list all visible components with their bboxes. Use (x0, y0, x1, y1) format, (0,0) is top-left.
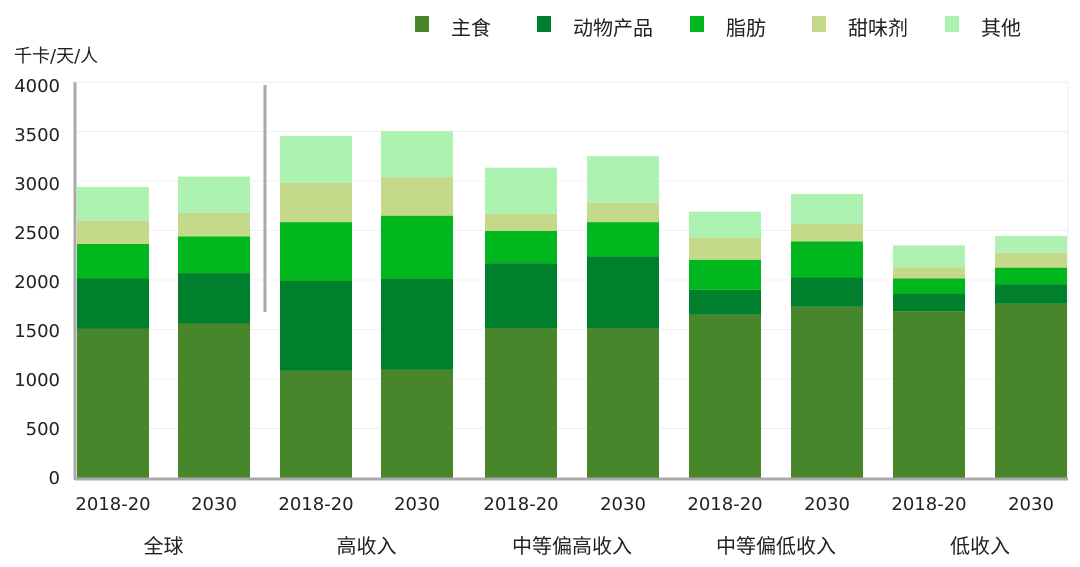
x-tick-label: 2030 (1008, 494, 1054, 515)
bar-segment (280, 135, 352, 183)
y-axis-label: 千卡/天/人 (14, 46, 98, 67)
bar-segment (791, 241, 863, 278)
bar-segment (893, 245, 965, 268)
bar-segment (791, 277, 863, 307)
y-tick-label: 0 (49, 468, 60, 489)
legend: 主食 动物产品 脂肪 甜味剂 其他 (415, 16, 1021, 40)
bar-segment (280, 182, 352, 223)
bar-segment (77, 220, 149, 244)
bars (77, 131, 1067, 478)
group-labels: 全球 高收入 中等偏高收入 中等偏低收入 低收入 (144, 534, 1011, 558)
legend-swatch (690, 16, 704, 32)
x-tick-label: 2030 (804, 494, 850, 515)
bar-segment (77, 243, 149, 279)
group-label: 中等偏低收入 (716, 534, 836, 558)
bar-segment (995, 303, 1067, 478)
y-tick-label: 4000 (14, 76, 60, 97)
bar-segment (893, 293, 965, 312)
bar-segment (280, 280, 352, 371)
bar-segment (485, 230, 557, 264)
legend-label: 动物产品 (573, 16, 653, 40)
bar-segment (381, 369, 453, 478)
bar-segment (178, 212, 250, 237)
legend-label: 脂肪 (726, 16, 766, 40)
bar-segment (280, 222, 352, 281)
group-label: 高收入 (337, 534, 397, 558)
y-tick-label: 1500 (14, 321, 60, 342)
bar-segment (178, 273, 250, 324)
legend-swatch (537, 16, 551, 32)
bar-segment (995, 235, 1067, 253)
bar-segment (587, 202, 659, 223)
bar-segment (178, 323, 250, 478)
legend-label: 主食 (451, 16, 491, 40)
y-tick-label: 500 (26, 419, 60, 440)
bar-segment (485, 263, 557, 329)
bar-segment (77, 328, 149, 478)
bar-segment (587, 156, 659, 203)
y-tick-label: 3000 (14, 174, 60, 195)
legend-label: 其他 (981, 16, 1021, 40)
x-tick-label: 2030 (600, 494, 646, 515)
bar-segment (791, 193, 863, 225)
legend-label: 甜味剂 (848, 16, 908, 40)
bar-segment (485, 328, 557, 478)
bar-segment (485, 213, 557, 231)
bar-segment (791, 306, 863, 478)
y-tick-label: 2000 (14, 272, 60, 293)
bar-segment (893, 278, 965, 294)
bar-segment (689, 314, 761, 478)
bar-segment (381, 177, 453, 216)
bar-segment (381, 215, 453, 280)
x-tick-labels: 2018-20 2030 2018-20 2030 2018-20 2030 2018-20… (75, 494, 1054, 515)
bar-segment (689, 237, 761, 260)
x-tick-label: 2018-20 (75, 494, 150, 515)
bar-segment (689, 211, 761, 238)
bar-segment (587, 256, 659, 329)
y-tick-labels: 0 500 1000 1500 2000 2500 3000 3500 4000 (14, 76, 60, 489)
x-tick-label: 2018-20 (278, 494, 353, 515)
y-tick-label: 2500 (14, 223, 60, 244)
bar-segment (485, 167, 557, 214)
bar-segment (77, 278, 149, 329)
bar-segment (587, 328, 659, 478)
group-label: 低收入 (950, 534, 1010, 558)
bar-segment (178, 236, 250, 274)
legend-swatch (415, 16, 429, 32)
bar-segment (791, 224, 863, 242)
legend-swatch (945, 16, 959, 32)
x-tick-label: 2030 (191, 494, 237, 515)
bar-segment (77, 186, 149, 221)
bar-segment (893, 311, 965, 478)
group-label: 全球 (144, 534, 184, 558)
group-label: 中等偏高收入 (512, 534, 632, 558)
bar-segment (995, 284, 1067, 304)
x-tick-label: 2030 (394, 494, 440, 515)
bar-segment (280, 370, 352, 478)
bar-segment (587, 222, 659, 257)
bar-segment (893, 267, 965, 279)
y-tick-label: 3500 (14, 125, 60, 146)
bar-segment (381, 131, 453, 178)
axes (73, 81, 1069, 481)
x-tick-label: 2018-20 (687, 494, 762, 515)
bar-segment (995, 252, 1067, 268)
x-tick-label: 2018-20 (483, 494, 558, 515)
bar-segment (178, 176, 250, 213)
x-tick-label: 2018-20 (891, 494, 966, 515)
bar-segment (381, 279, 453, 370)
legend-swatch (812, 16, 826, 32)
bar-segment (995, 267, 1067, 285)
y-tick-label: 1000 (14, 370, 60, 391)
bar-segment (689, 259, 761, 290)
bar-segment (689, 289, 761, 315)
